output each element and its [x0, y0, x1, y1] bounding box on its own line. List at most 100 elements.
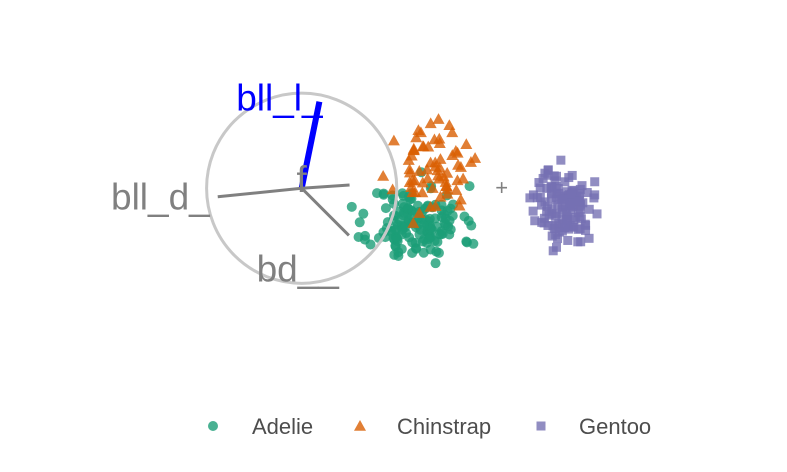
- series-chinstrap: [377, 113, 482, 228]
- projection-axis-f[interactable]: [301, 183, 350, 190]
- projection-axis-bll-d[interactable]: [217, 186, 302, 199]
- data-point-chinstrap: [441, 187, 454, 199]
- data-point-chinstrap: [464, 156, 477, 167]
- data-point-chinstrap: [440, 179, 453, 191]
- data-point-gentoo: [537, 200, 547, 210]
- data-point-gentoo: [570, 213, 580, 223]
- data-point-adelie: [418, 220, 429, 231]
- legend-label-adelie: Adelie: [252, 414, 313, 439]
- data-point-adelie: [443, 221, 454, 232]
- data-point-gentoo: [560, 177, 570, 187]
- data-point-gentoo: [590, 177, 600, 187]
- projection-axis-bd[interactable]: [300, 187, 350, 237]
- data-point-chinstrap: [434, 190, 447, 202]
- data-point-chinstrap: [450, 184, 463, 195]
- data-point-gentoo: [592, 209, 602, 219]
- data-point-chinstrap: [426, 182, 439, 193]
- data-point-adelie: [440, 213, 451, 224]
- points-layer: +: [346, 113, 602, 269]
- projection-axis-label-bd: bd__: [257, 248, 340, 289]
- data-point-gentoo: [556, 155, 566, 165]
- data-point-chinstrap: [433, 132, 446, 144]
- data-point-gentoo: [575, 224, 585, 234]
- data-point-adelie: [464, 181, 475, 192]
- data-point-chinstrap: [443, 119, 456, 131]
- data-point-gentoo: [547, 231, 557, 241]
- data-point-chinstrap: [446, 149, 459, 160]
- data-point-gentoo: [553, 188, 563, 198]
- series-gentoo: [525, 155, 602, 256]
- data-point-gentoo: [528, 206, 538, 216]
- data-point-adelie: [402, 203, 413, 214]
- data-point-adelie: [378, 189, 389, 200]
- data-point-gentoo: [576, 237, 586, 247]
- data-point-chinstrap: [403, 166, 416, 178]
- data-point-adelie: [359, 234, 370, 245]
- data-point-chinstrap: [424, 200, 437, 212]
- legend-item-chinstrap: Chinstrap: [354, 414, 491, 439]
- data-point-chinstrap: [414, 126, 427, 138]
- data-point-gentoo: [550, 176, 560, 186]
- data-point-gentoo: [576, 204, 586, 214]
- data-point-chinstrap: [424, 156, 437, 168]
- data-point-gentoo: [582, 188, 592, 198]
- projection-axis-label-bll-d: bll_d_: [111, 177, 210, 218]
- data-point-chinstrap: [424, 117, 437, 129]
- data-point-gentoo: [554, 227, 564, 237]
- data-point-gentoo: [581, 225, 591, 235]
- data-point-gentoo: [534, 178, 544, 188]
- data-point-adelie: [437, 228, 448, 239]
- data-point-adelie: [380, 203, 391, 214]
- data-point-adelie: [358, 208, 369, 219]
- data-point-gentoo: [567, 185, 577, 195]
- data-point-adelie: [425, 244, 436, 255]
- projection-axis-label-bll-l: bll_l_: [236, 78, 323, 119]
- data-point-gentoo: [544, 210, 554, 220]
- data-point-gentoo: [539, 213, 549, 223]
- data-point-adelie: [468, 238, 479, 249]
- data-point-chinstrap: [421, 172, 434, 184]
- projection-axes-layer: bll_l_ bll_d_ bd__ f: [111, 78, 399, 289]
- data-point-chinstrap: [405, 181, 418, 193]
- data-point-gentoo: [558, 194, 568, 204]
- data-point-chinstrap: [454, 193, 467, 205]
- data-point-gentoo: [547, 204, 557, 214]
- data-point-chinstrap: [416, 186, 429, 198]
- data-point-gentoo: [561, 208, 571, 218]
- data-point-gentoo: [557, 214, 567, 224]
- data-point-gentoo: [530, 216, 540, 226]
- data-point-gentoo: [535, 183, 545, 193]
- data-point-chinstrap: [457, 172, 470, 184]
- data-point-chinstrap: [453, 199, 466, 211]
- legend-key-chinstrap: [354, 420, 366, 431]
- data-point-adelie: [354, 217, 365, 228]
- data-point-chinstrap: [407, 142, 420, 154]
- projection-axis-label-f: f: [297, 159, 308, 200]
- data-point-chinstrap: [441, 166, 454, 178]
- data-point-adelie: [430, 213, 441, 224]
- axes-reference-circle: [205, 91, 399, 285]
- data-point-gentoo: [563, 235, 573, 245]
- projection-axis-bll-l[interactable]: [298, 101, 323, 189]
- data-point-gentoo: [546, 189, 556, 199]
- data-point-gentoo: [553, 234, 563, 244]
- data-point-gentoo: [568, 202, 578, 212]
- data-point-gentoo: [584, 204, 594, 214]
- data-point-gentoo: [575, 212, 585, 222]
- data-point-gentoo: [574, 196, 584, 206]
- data-point-chinstrap: [407, 217, 420, 228]
- data-point-gentoo: [590, 190, 600, 200]
- data-point-gentoo: [551, 208, 561, 218]
- data-point-gentoo: [584, 233, 594, 243]
- data-point-chinstrap: [460, 138, 473, 150]
- data-point-chinstrap: [408, 174, 421, 186]
- data-point-gentoo: [560, 223, 570, 233]
- legend-label-chinstrap: Chinstrap: [397, 414, 491, 439]
- data-point-gentoo: [565, 220, 575, 230]
- data-point-gentoo: [551, 171, 561, 181]
- data-point-gentoo: [532, 193, 542, 203]
- data-point-chinstrap: [446, 126, 459, 138]
- data-point-gentoo: [547, 184, 557, 194]
- data-point-chinstrap: [422, 140, 435, 152]
